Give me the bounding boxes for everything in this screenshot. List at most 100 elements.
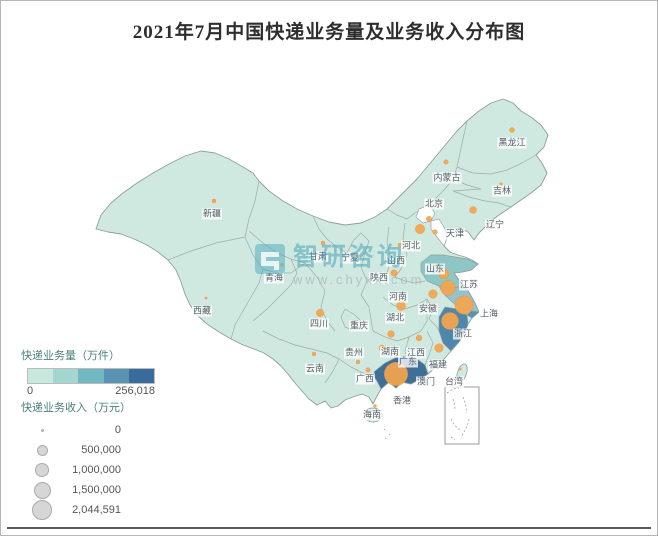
province-label-甘肃: 甘肃 [307,251,329,263]
legend-size-label: 2,044,591 [72,504,121,516]
province-label-新疆: 新疆 [201,208,223,220]
province-label-安徽: 安徽 [417,303,439,315]
legend-size-dot-cell [21,500,63,520]
revenue-bubble-内蒙古 [443,159,449,165]
revenue-bubble-安徽 [428,289,438,299]
revenue-bubble-江西 [415,334,423,342]
revenue-bubble-河北 [415,224,425,234]
legend-size-label: 500,000 [81,444,121,456]
revenue-bubble-新疆 [211,198,217,204]
legend-volume-min: 0 [27,385,34,397]
legend-size-row: 0 [21,420,171,440]
province-label-江苏: 江苏 [458,279,480,291]
province-label-澳门: 澳门 [415,376,437,388]
legend-size-dot [40,428,44,432]
legend-size-dot-cell [21,444,63,456]
province-label-江西: 江西 [405,347,427,359]
revenue-bubble-四川 [316,309,324,317]
legend-size-label: 1,000,000 [72,464,121,476]
legend-size-row: 1,000,000 [21,460,171,480]
province-label-河北: 河北 [400,240,422,252]
province-label-湖南: 湖南 [379,346,401,358]
province-label-吉林: 吉林 [491,185,513,197]
province-label-湖北: 湖北 [384,312,406,324]
legend-size-row: 1,500,000 [21,480,171,500]
legend-size-label: 1,500,000 [72,484,121,496]
legend-volume-max: 256,018 [115,385,155,397]
revenue-bubble-天津 [432,229,438,235]
colorbar-segment-3 [103,369,129,383]
revenue-bubble-陕西 [390,269,398,277]
province-label-陕西: 陕西 [368,272,390,284]
revenue-bubble-江苏 [440,280,456,296]
revenue-bubble-福建 [434,343,444,353]
legend-size-dot [35,463,49,477]
legend-size-row: 2,044,591 [21,500,171,520]
province-label-西藏: 西藏 [191,305,213,317]
legend-size-dot [33,481,51,499]
revenue-bubble-青海 [280,263,284,267]
legend-size-row: 500,000 [21,440,171,460]
colorbar-segment-0 [28,369,54,383]
province-label-海南: 海南 [361,409,383,421]
province-label-台湾: 台湾 [443,376,465,388]
province-label-四川: 四川 [308,318,330,330]
legend-size-rows: 0 500,000 1,000,000 1,500,000 2,044,591 [21,420,171,520]
bottom-rule [7,527,651,529]
legend-size-label: 0 [114,424,121,436]
legend-size-dot-cell [21,428,63,432]
revenue-bubble-河南 [396,301,406,311]
legend: 快递业务量（万件） 0 256,018 快递业务收入（万元） 0 500,000 1… [21,347,171,520]
revenue-bubble-云南 [311,351,317,357]
province-label-香港: 香港 [391,395,413,407]
chart-title: 2021年7月中国快递业务量及业务收入分布图 [132,22,526,43]
province-label-山东: 山东 [424,263,446,275]
colorbar-segment-1 [53,369,79,383]
legend-size-dot-cell [21,463,63,477]
revenue-bubble-黑龙江 [509,127,515,133]
province-label-黑龙江: 黑龙江 [497,137,527,149]
legend-size-dot-cell [21,481,63,499]
legend-colorbar [27,368,155,384]
revenue-bubble-广东 [384,362,408,386]
province-label-北京: 北京 [423,198,445,210]
legend-volume-title: 快递业务量（万件） [21,350,120,362]
revenue-bubble-辽宁 [469,206,477,214]
revenue-bubble-台湾 [458,367,462,371]
revenue-bubble-上海 [454,295,474,315]
revenue-bubble-湖北 [387,330,395,338]
province-tianjin [430,218,448,247]
province-label-青海: 青海 [263,272,285,284]
province-label-河南: 河南 [387,291,409,303]
revenue-bubble-西藏 [204,296,208,300]
revenue-bubble-吉林 [499,182,503,186]
province-label-山西: 山西 [385,255,407,267]
province-shanghai [466,310,480,319]
colorbar-segment-2 [78,369,104,383]
province-label-广东: 广东 [397,356,419,368]
province-label-内蒙古: 内蒙古 [432,172,462,184]
legend-size-dot [32,500,52,520]
revenue-bubble-浙江 [441,312,459,330]
revenue-bubble-贵州 [355,359,361,365]
sea-islands-dashes [383,428,392,440]
province-label-贵州: 贵州 [343,347,365,359]
province-label-广西: 广西 [354,373,376,385]
province-label-重庆: 重庆 [348,320,370,332]
province-shandong [420,254,479,289]
revenue-bubble-甘肃 [320,240,326,246]
revenue-bubble-广西 [365,367,371,373]
bubble-layer [204,127,515,408]
colorbar-segment-4 [128,369,155,383]
revenue-bubble-北京 [426,216,432,222]
legend-revenue-title: 快递业务收入（万元） [21,402,131,414]
province-label-天津: 天津 [444,228,466,240]
province-label-上海: 上海 [478,308,500,320]
province-label-福建: 福建 [427,359,449,371]
legend-size-dot [36,444,48,456]
province-label-辽宁: 辽宁 [484,219,506,231]
province-label-宁夏: 宁夏 [339,252,361,264]
south-china-sea-inset [444,386,480,445]
province-label-浙江: 浙江 [452,328,474,340]
